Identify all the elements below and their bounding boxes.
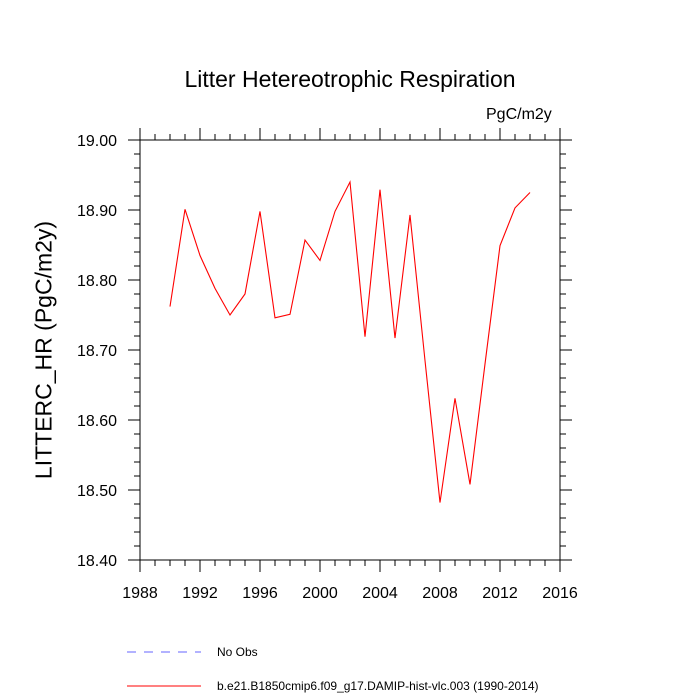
series-line [169,180,531,503]
x-tick-label: 1996 [242,585,278,602]
x-tick-label: 2000 [302,585,338,602]
y-tick-label: 18.80 [77,273,117,290]
x-tick-label: 1992 [182,585,218,602]
chart-title: Litter Hetereotrophic Respiration [184,66,516,92]
y-tick-label: 18.90 [77,203,117,220]
x-tick-label: 2012 [482,585,518,602]
legend-label-model: b.e21.B1850cmip6.f09_g17.DAMIP-hist-vlc.… [217,679,539,693]
y-tick-label: 18.50 [77,483,117,500]
y-tick-label: 18.70 [77,343,117,360]
units-label: PgC/m2y [486,106,552,123]
legend-label-no-obs: No Obs [217,645,258,659]
x-tick-label: 2008 [422,585,458,602]
x-tick-label: 2004 [362,585,398,602]
y-tick-label: 19.00 [77,133,117,150]
plot-frame [139,139,561,561]
y-tick-label: 18.40 [77,553,117,570]
y-tick-label: 18.60 [77,413,117,430]
x-tick-label: 2016 [542,585,578,602]
x-tick-label: 1988 [122,585,158,602]
